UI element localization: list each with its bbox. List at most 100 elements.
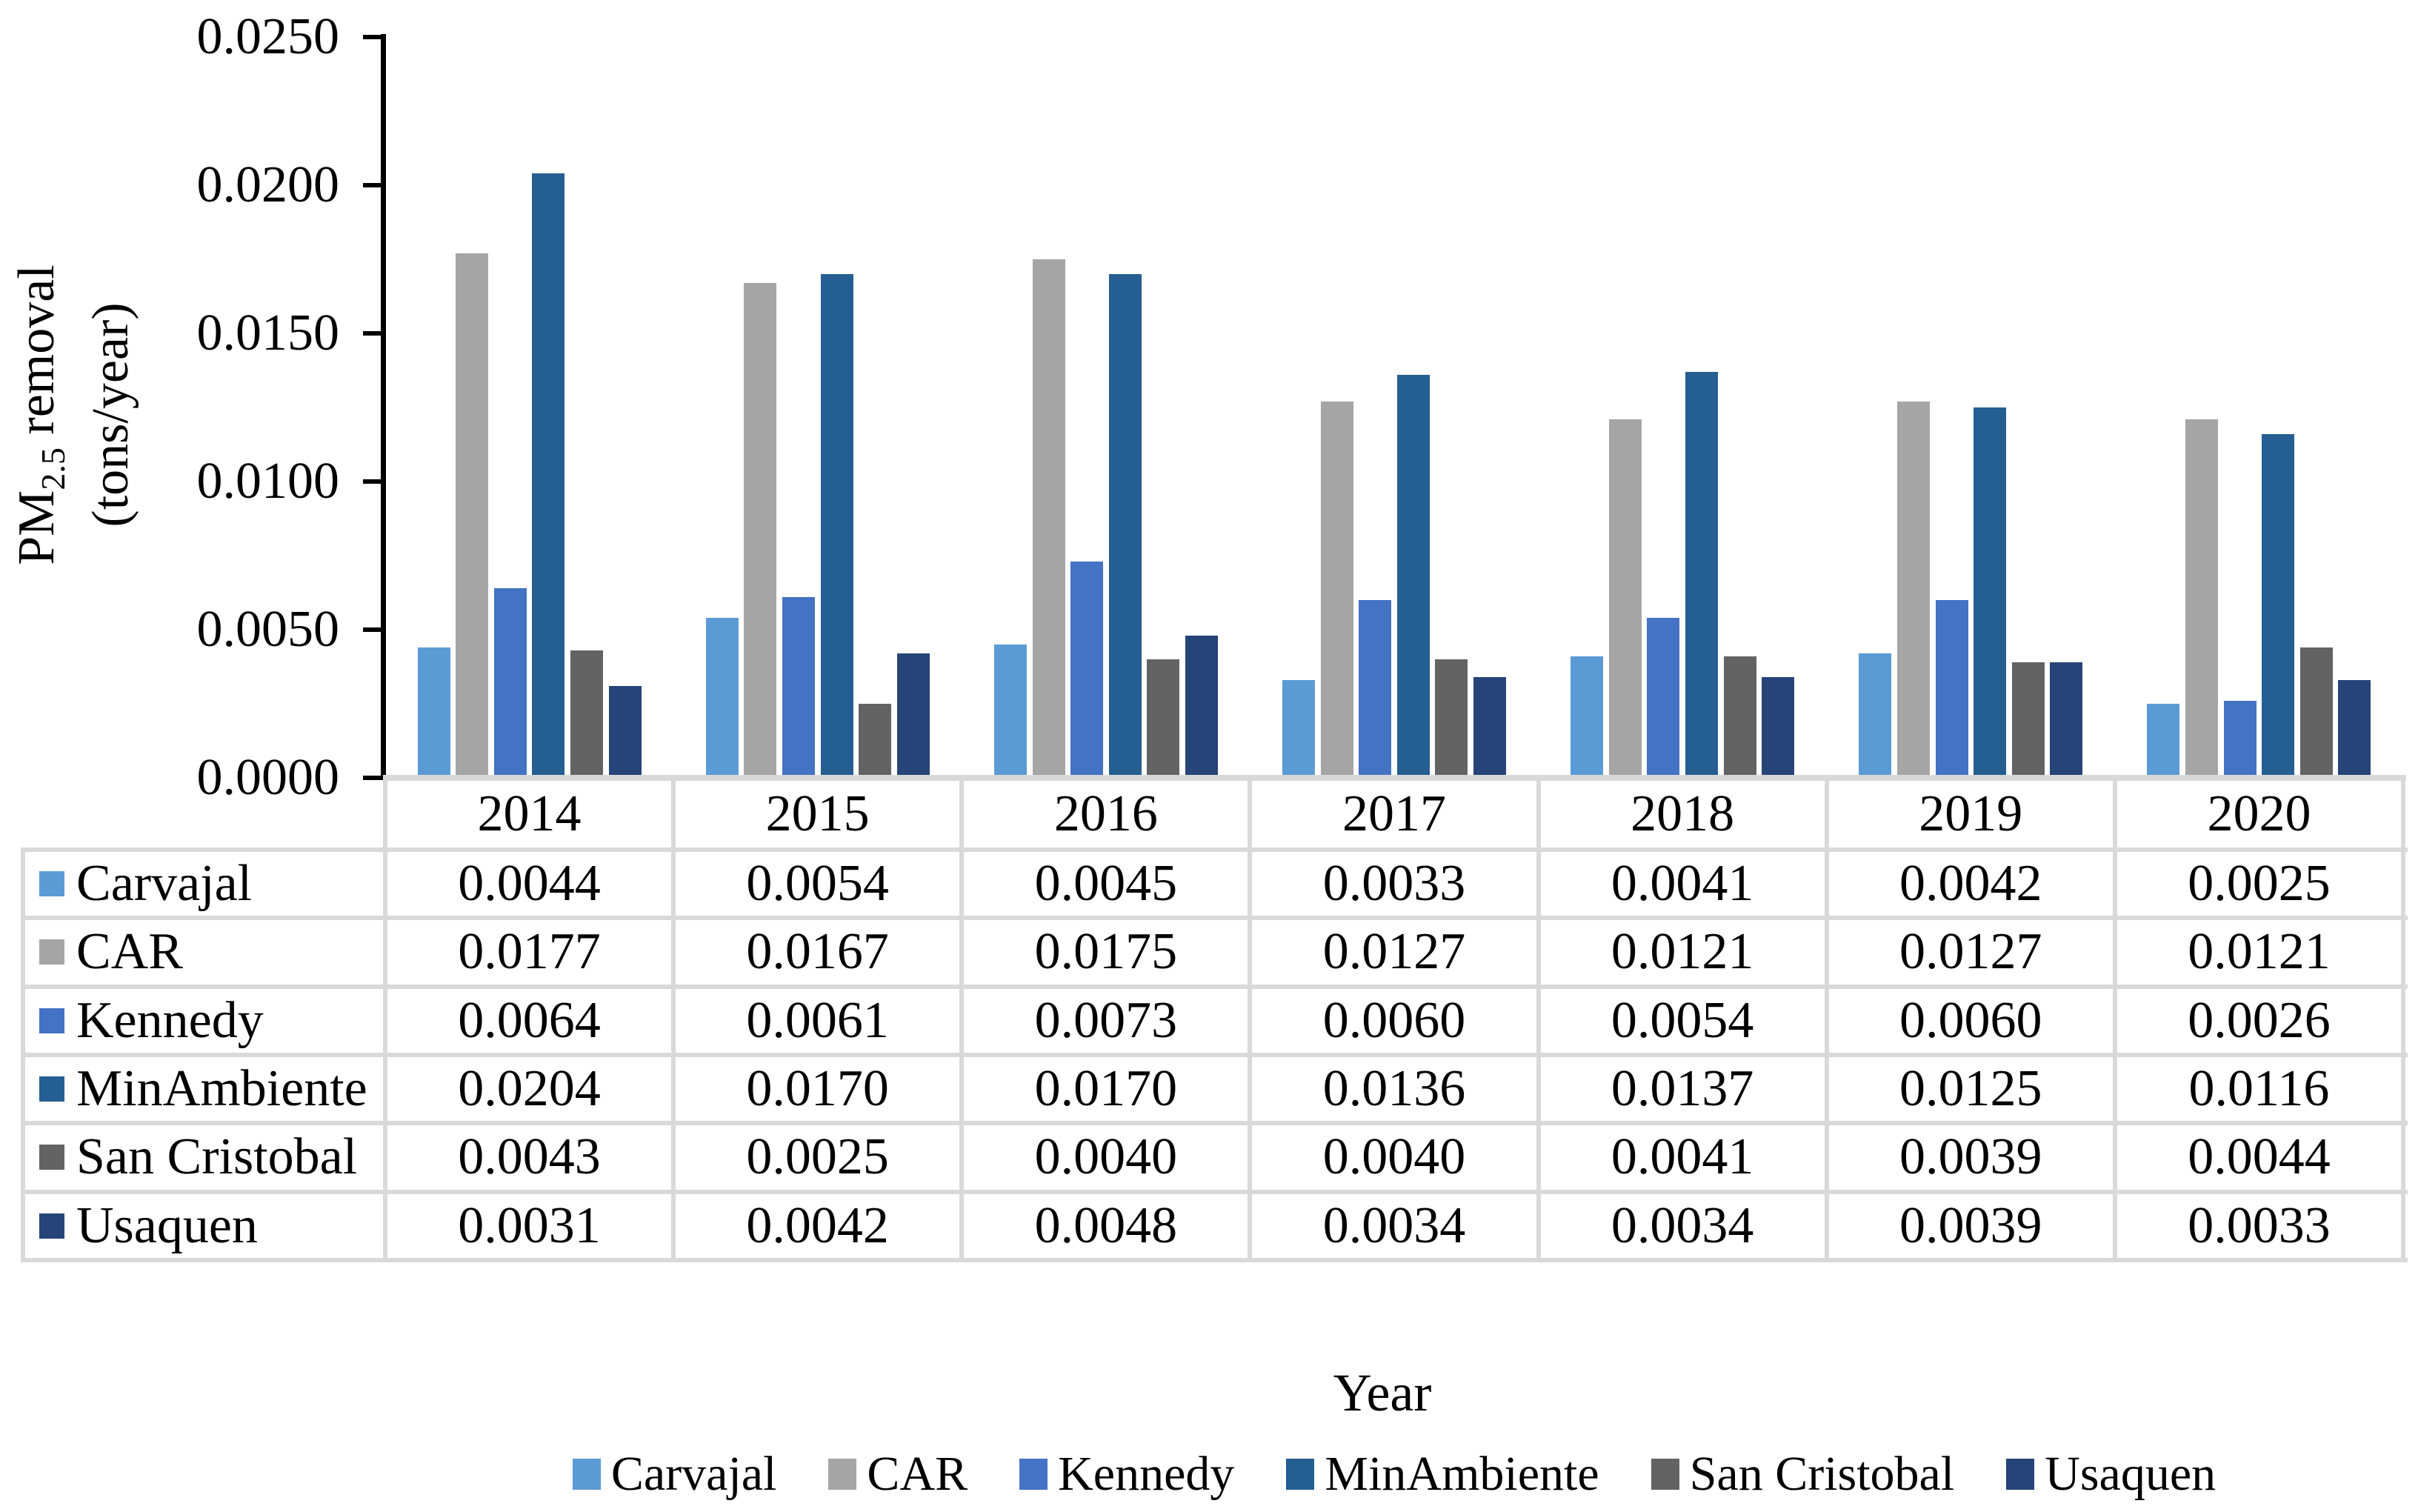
table-value-cell-usaquen-2017: 0.0034 [1322, 1196, 1466, 1254]
table-vertical-border [1536, 778, 1541, 1262]
bar-car-2019 [1896, 402, 1930, 778]
table-row-label-carvajal: Carvajal [23, 850, 385, 918]
table-value-cell-usaquen-2014: 0.0031 [458, 1196, 601, 1254]
table-value-cell-carvajal-2020: 0.0025 [2188, 855, 2331, 913]
bar-minambiente-2020 [2262, 434, 2295, 778]
bar-minambiente-2015 [820, 274, 853, 778]
legend-item-car: CAR [828, 1446, 967, 1502]
table-value-cell-carvajal-2019: 0.0042 [1899, 855, 2042, 913]
table-value-cell-car-2020: 0.0121 [2188, 923, 2331, 981]
table-value-cell-car-2015: 0.0167 [746, 923, 889, 981]
table-row-label-usaquen: Usaquen [23, 1192, 385, 1260]
legend-swatch [572, 1459, 601, 1490]
table-value-cell-minambiente-2019: 0.0125 [1899, 1060, 2042, 1118]
legend-swatch [1286, 1459, 1315, 1490]
bar-san-cristobal-2014 [570, 650, 603, 778]
bar-carvajal-2015 [705, 618, 739, 778]
bar-usaquen-2014 [608, 686, 642, 778]
bar-kennedy-2017 [1359, 600, 1392, 778]
bar-carvajal-2019 [1859, 653, 1892, 778]
table-value-cell-minambiente-2020: 0.0116 [2188, 1060, 2330, 1118]
table-value-cell-san-cristobal-2015: 0.0025 [746, 1128, 889, 1186]
bar-kennedy-2020 [2223, 701, 2257, 778]
table-value-cell-minambiente-2015: 0.0170 [746, 1060, 889, 1118]
legend-label: San Cristobal [1689, 1447, 1955, 1501]
pm-subscript: 2.5 [34, 447, 72, 490]
y-axis-line [381, 34, 386, 780]
table-value-cell-san-cristobal-2016: 0.0040 [1034, 1128, 1178, 1186]
table-value-cell-carvajal-2016: 0.0045 [1034, 855, 1178, 913]
table-horizontal-border [21, 1053, 2408, 1057]
bar-usaquen-2016 [1185, 636, 1218, 778]
bar-carvajal-2014 [417, 647, 450, 778]
table-value-cell-car-2018: 0.0121 [1611, 923, 1754, 981]
y-tick-label: 0.0050 [196, 601, 340, 658]
table-vertical-border [671, 778, 676, 1262]
table-header-cell-2015: 2015 [765, 785, 870, 842]
table-horizontal-border [21, 847, 2408, 852]
table-vertical-border [959, 778, 965, 1262]
bar-car-2017 [1320, 402, 1353, 778]
table-value-cell-san-cristobal-2014: 0.0043 [458, 1128, 601, 1186]
table-vertical-border [2112, 778, 2117, 1262]
y-axis-title-line1: PM2.5 removal [8, 264, 72, 565]
bar-san-cristobal-2019 [2011, 662, 2045, 778]
table-value-cell-san-cristobal-2018: 0.0041 [1611, 1128, 1754, 1186]
series-color-swatch [39, 939, 64, 965]
legend-item-minambiente: MinAmbiente [1286, 1446, 1599, 1502]
table-row-label-car: CAR [23, 918, 385, 986]
legend-item-usaquen: Usaquen [2006, 1446, 2216, 1502]
y-tick-label: 0.0100 [196, 453, 340, 510]
y-tick-mark [363, 183, 381, 187]
bar-car-2016 [1032, 259, 1065, 778]
legend-label: Carvajal [610, 1447, 777, 1501]
table-header-cell-2016: 2016 [1053, 785, 1158, 842]
bar-san-cristobal-2017 [1435, 659, 1468, 778]
table-value-cell-usaquen-2016: 0.0048 [1034, 1196, 1178, 1254]
table-value-cell-carvajal-2018: 0.0041 [1611, 855, 1754, 913]
table-value-cell-kennedy-2016: 0.0073 [1034, 991, 1178, 1049]
legend-label: MinAmbiente [1325, 1447, 1599, 1501]
bar-car-2014 [456, 253, 489, 778]
table-vertical-border [1824, 778, 1829, 1262]
bar-san-cristobal-2016 [1147, 659, 1180, 778]
series-name: San Cristobal [76, 1128, 358, 1186]
legend-item-kennedy: Kennedy [1019, 1446, 1234, 1502]
y-tick-mark [363, 776, 381, 780]
table-value-cell-san-cristobal-2020: 0.0044 [2188, 1128, 2331, 1186]
table-value-cell-kennedy-2015: 0.0061 [746, 991, 889, 1049]
y-tick-label: 0.0250 [196, 8, 340, 65]
bar-minambiente-2018 [1685, 372, 1718, 778]
table-value-cell-kennedy-2018: 0.0054 [1611, 991, 1754, 1049]
table-header-cell-2014: 2014 [477, 785, 582, 842]
y-tick-label: 0.0150 [196, 304, 340, 362]
bar-kennedy-2019 [1935, 600, 1968, 778]
series-color-swatch [39, 1076, 64, 1102]
table-row-label-kennedy: Kennedy [23, 987, 385, 1055]
y-tick-mark [363, 35, 381, 39]
table-value-cell-car-2017: 0.0127 [1322, 923, 1466, 981]
series-color-swatch [39, 1008, 64, 1033]
bar-san-cristobal-2018 [1723, 656, 1756, 778]
table-value-cell-minambiente-2018: 0.0137 [1611, 1060, 1754, 1118]
series-name: Kennedy [76, 991, 264, 1049]
series-name: Usaquen [76, 1196, 258, 1254]
table-value-cell-minambiente-2017: 0.0136 [1322, 1060, 1466, 1118]
table-horizontal-border [21, 1121, 2408, 1126]
bar-usaquen-2020 [2338, 680, 2371, 778]
table-header-cell-2017: 2017 [1342, 785, 1446, 842]
table-header-cell-2019: 2019 [1919, 785, 2023, 842]
bar-usaquen-2018 [1762, 677, 1795, 778]
table-horizontal-border [21, 916, 2408, 921]
table-top-border [383, 775, 2406, 781]
bar-carvajal-2017 [1282, 680, 1315, 778]
legend-swatch [1651, 1459, 1679, 1490]
legend-label: CAR [867, 1447, 968, 1501]
table-value-cell-usaquen-2020: 0.0033 [2188, 1196, 2331, 1254]
table-horizontal-border [21, 1189, 2408, 1194]
table-vertical-border [2401, 778, 2405, 1262]
legend-swatch [2006, 1459, 2035, 1490]
bar-kennedy-2015 [782, 597, 815, 778]
table-horizontal-border [21, 1258, 2408, 1262]
table-vertical-border [383, 778, 387, 1262]
